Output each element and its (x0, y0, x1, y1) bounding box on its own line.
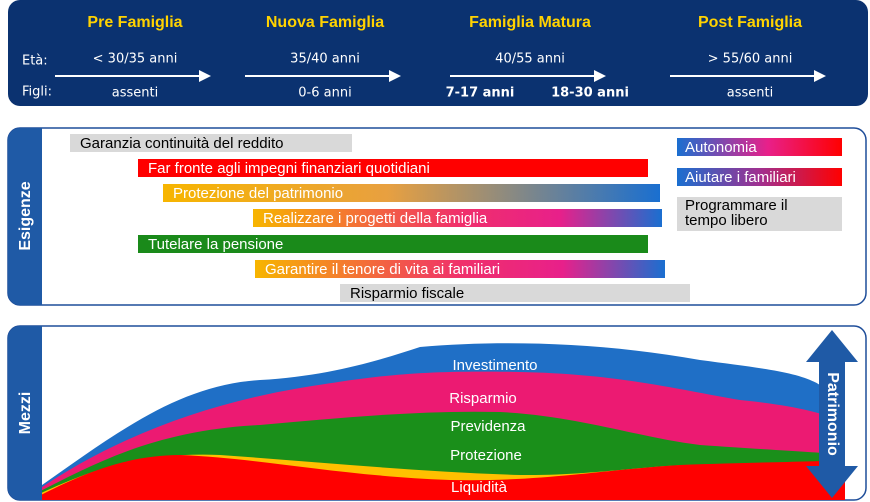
stage-arrow-head (199, 70, 211, 82)
stage-children: assenti (727, 86, 773, 101)
side-label: tempo libero (685, 212, 768, 229)
stage-children: 7-17 anni (446, 86, 515, 101)
stages: Pre Famiglia < 30/35 anni assenti Nuova Fam… (55, 14, 826, 101)
need-bar (255, 260, 665, 278)
need-label: Garanzia continuità del reddito (80, 135, 283, 152)
layer-label: Risparmio (449, 390, 517, 407)
need-label: Risparmio fiscale (350, 285, 464, 302)
stage-age: 35/40 anni (290, 52, 360, 67)
stage-children: assenti (112, 86, 158, 101)
need-bar (138, 235, 648, 253)
area-liquidita (35, 455, 845, 500)
needs-label: Esigenze (17, 181, 34, 250)
row-label: Figli: (22, 85, 52, 100)
need-bar (70, 134, 352, 152)
need-label: Realizzare i progetti della famiglia (263, 210, 488, 227)
row-label: Età: (22, 54, 48, 69)
layer-label: Previdenza (450, 418, 526, 435)
need-bar (138, 159, 648, 177)
stage-age: < 30/35 anni (93, 52, 178, 67)
stage-title: Famiglia Matura (469, 14, 591, 31)
stage-children: 0-6 anni (298, 86, 351, 101)
layer-label: Liquidità (451, 479, 508, 496)
side-bar (677, 168, 842, 186)
means-label: Mezzi (17, 392, 34, 435)
stage-age: 40/55 anni (495, 52, 565, 67)
need-bar (340, 284, 690, 302)
means-areas (35, 343, 845, 500)
need-bars: Garanzia continuità del reddito Far front… (70, 134, 842, 302)
means-tab (8, 326, 42, 500)
stage-arrow-head (389, 70, 401, 82)
layer-label: Protezione (450, 447, 522, 464)
stage-age: > 55/60 anni (708, 52, 793, 67)
arrow-label: Patrimonio (824, 372, 841, 456)
need-label: Garantire il tenore di vita ai familiari (265, 261, 500, 278)
side-label: Autonomia (685, 139, 757, 156)
stage-arrow-head (594, 70, 606, 82)
stage-arrow-head (814, 70, 826, 82)
need-label: Tutelare la pensione (148, 236, 283, 253)
side-label: Aiutare i familiari (685, 169, 796, 186)
stage-title: Post Famiglia (698, 14, 802, 31)
need-label: Far fronte agli impegni finanziari quoti… (148, 160, 430, 177)
needs-tab (8, 128, 42, 305)
header-panel (8, 0, 868, 106)
side-bar (677, 197, 842, 231)
stage-title: Pre Famiglia (87, 14, 182, 31)
layer-label: Investimento (452, 357, 537, 374)
stage-children: 18-30 anni (551, 86, 629, 101)
side-bar (677, 138, 842, 156)
need-label: Protezione del patrimonio (173, 185, 343, 202)
stage-title: Nuova Famiglia (266, 14, 384, 31)
need-bar (163, 184, 660, 202)
need-bar (253, 209, 662, 227)
side-label: Programmare il (685, 197, 788, 214)
patrimonio-arrow (806, 330, 858, 498)
